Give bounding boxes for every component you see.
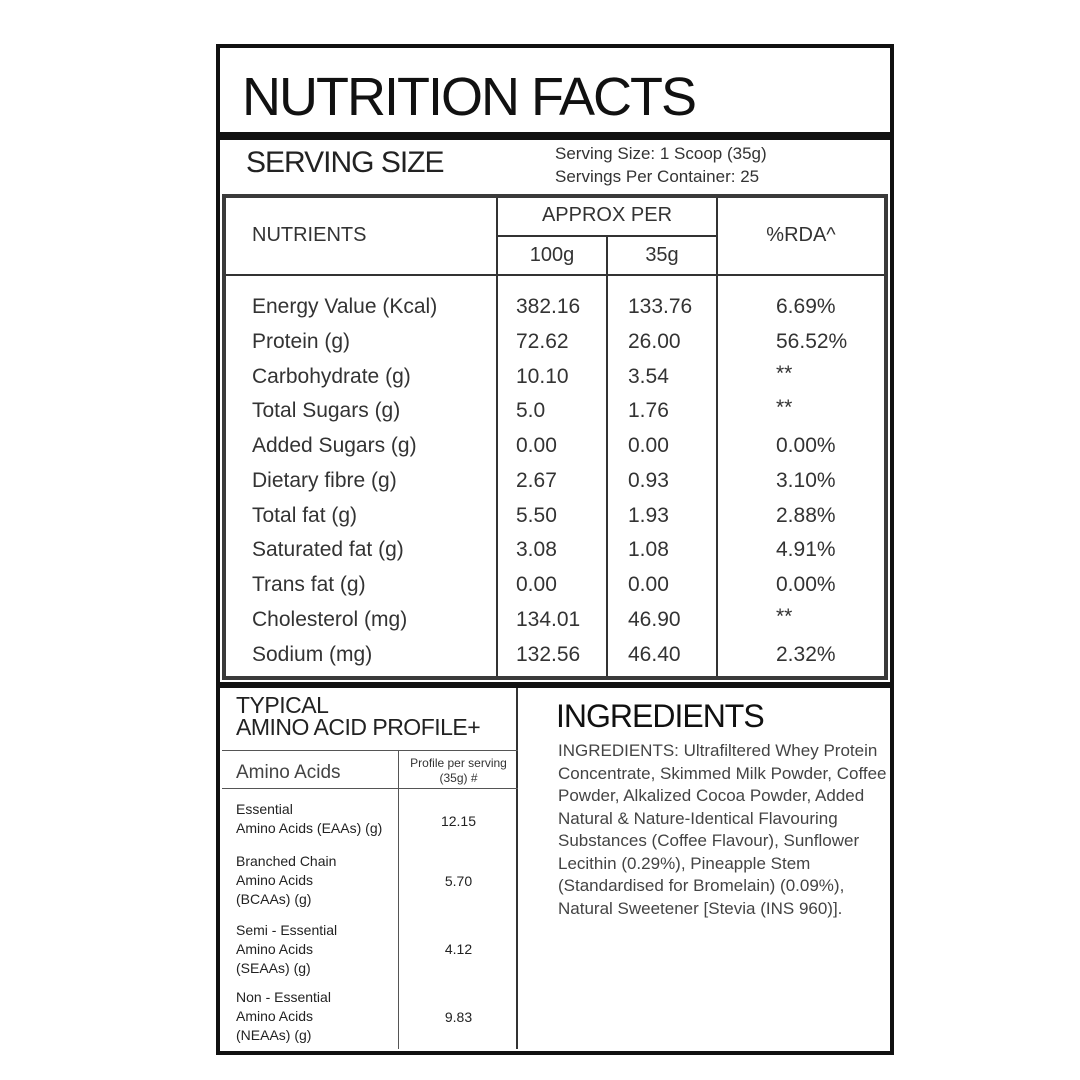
value-rda: 2.88% [776,504,836,527]
amino-acid-profile: TYPICAL AMINO ACID PROFILE+ Amino Acids … [222,688,518,1049]
amino-row-label-line: Amino Acids (EAAs) (g) [236,820,383,836]
header-100g: 100g [529,244,575,266]
table-bottom-divider [220,682,890,688]
nutrient-name: Energy Value (Kcal) [252,295,438,318]
amino-title: TYPICAL AMINO ACID PROFILE+ [236,692,481,740]
ingredients-section: INGREDIENTS INGREDIENTS: Ultrafiltered W… [520,688,888,1049]
value-per-35g: 1.08 [628,538,669,561]
amino-row-label-line: Semi - Essential [236,922,338,938]
value-per-35g: 46.90 [628,608,681,631]
value-per-35g: 1.93 [628,504,669,527]
nutrient-name: Trans fat (g) [252,573,366,596]
value-per-100g: 0.00 [516,434,557,457]
value-per-100g: 134.01 [516,608,581,631]
nutrition-label: NUTRITION FACTS SERVING SIZE Serving Siz… [216,44,894,1055]
value-per-35g: 0.00 [628,573,669,596]
value-rda: 4.91% [776,538,836,561]
value-rda: ** [776,396,793,419]
profile-header-line2: (35g) # [439,771,478,785]
amino-row-value: 12.15 [440,813,477,829]
value-per-35g: 133.76 [628,295,693,318]
col-divider-1 [496,198,498,676]
nutrient-name: Sodium (mg) [252,643,373,666]
amino-row-label-line: (NEAAs) (g) [236,1027,312,1043]
value-rda: 56.52% [776,330,848,353]
value-per-100g: 382.16 [516,295,581,318]
header-rda: %RDA^ [766,224,836,246]
value-per-35g: 26.00 [628,330,681,353]
amino-row-label-line: Non - Essential [236,989,331,1005]
nutrient-name: Carbohydrate (g) [252,365,411,388]
label-title: NUTRITION FACTS [242,67,697,127]
amino-col-header: Amino Acids [236,762,341,783]
header-35g: 35g [645,244,679,266]
value-per-35g: 0.00 [628,434,669,457]
value-per-100g: 10.10 [516,365,569,388]
amino-row-label-line: Essential [236,801,293,817]
amino-row-label: Essential Amino Acids (EAAs) (g) [236,800,382,838]
serving-size-value: Serving Size: 1 Scoop (35g) [555,144,767,163]
amino-row-value: 5.70 [444,873,473,889]
amino-row-label-line: Amino Acids [236,1008,314,1024]
value-rda: 2.32% [776,643,836,666]
amino-row-label-line: Amino Acids [236,872,314,888]
value-per-100g: 132.56 [516,643,581,666]
nutrient-name: Total Sugars (g) [252,399,401,422]
header-divider [226,274,884,276]
value-per-35g: 1.76 [628,399,669,422]
value-per-100g: 2.67 [516,469,557,492]
amino-title-divider [222,750,518,751]
amino-row-label-line: Branched Chain [236,853,337,869]
nutrient-name: Total fat (g) [252,504,358,527]
title-divider [220,132,890,140]
value-rda: 3.10% [776,469,836,492]
nutrient-name: Protein (g) [252,330,351,353]
value-rda: ** [776,362,793,385]
nutrients-table: NUTRIENTS APPROX PER 100g 35g %RDA^ Ener… [222,194,888,680]
amino-row-value: 9.83 [444,1009,473,1025]
value-rda: 0.00% [776,573,836,596]
value-per-100g: 72.62 [516,330,569,353]
serving-size-heading: SERVING SIZE [246,146,445,179]
amino-title-line1: TYPICAL [236,692,329,718]
value-rda: ** [776,605,793,628]
amino-header-divider [222,788,518,789]
header-nutrients: NUTRIENTS [252,224,367,246]
value-rda: 0.00% [776,434,836,457]
value-per-35g: 0.93 [628,469,669,492]
ingredients-text: INGREDIENTS: Ultrafiltered Whey Protein … [558,741,887,918]
header-approx-per: APPROX PER [541,204,673,226]
amino-row-label-line: (SEAAs) (g) [236,960,311,976]
value-per-35g: 46.40 [628,643,681,666]
value-rda: 6.69% [776,295,836,318]
nutrient-name: Cholesterol (mg) [252,608,408,631]
nutrient-name: Added Sugars (g) [252,434,417,457]
value-per-100g: 5.50 [516,504,557,527]
nutrient-name: Dietary fibre (g) [252,469,397,492]
ingredients-title: INGREDIENTS [556,698,765,734]
amino-row-value: 4.12 [444,941,473,957]
nutrient-name: Saturated fat (g) [252,538,404,561]
value-per-100g: 0.00 [516,573,557,596]
value-per-35g: 3.54 [628,365,669,388]
col-divider-2 [606,236,608,676]
section-divider [516,688,518,1049]
approx-divider [496,235,718,237]
servings-per-container: Servings Per Container: 25 [555,167,760,186]
amino-col-divider [398,750,399,1049]
amino-row-label-line: (BCAAs) (g) [236,891,312,907]
amino-row-label: Non - Essential Amino Acids (NEAAs) (g) [236,988,331,1045]
amino-row-label-line: Amino Acids [236,941,314,957]
amino-profile-header: Profile per serving (35g) # [399,756,518,786]
value-per-100g: 3.08 [516,538,557,561]
profile-header-line1: Profile per serving [410,756,507,770]
amino-row-label: Semi - Essential Amino Acids (SEAAs) (g) [236,921,337,978]
amino-row-label: Branched Chain Amino Acids (BCAAs) (g) [236,852,336,909]
col-divider-3 [716,198,718,676]
amino-title-line2: AMINO ACID PROFILE+ [236,714,481,740]
value-per-100g: 5.0 [516,399,546,422]
